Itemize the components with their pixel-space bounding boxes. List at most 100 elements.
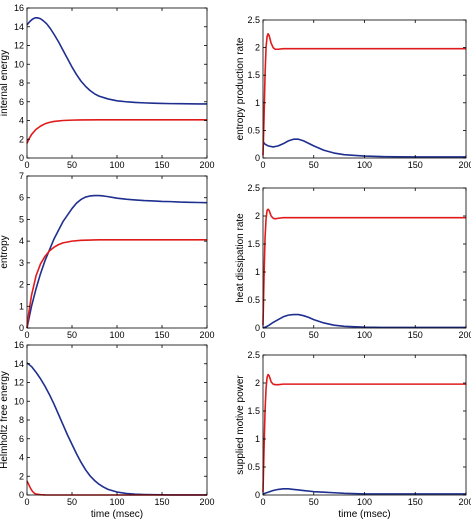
y-tick-label: 3 [19, 258, 24, 268]
x-tick-label: 150 [154, 497, 169, 507]
x-tick-label: 100 [109, 330, 124, 340]
y-tick-label: 16 [14, 3, 24, 13]
x-tick-label: 150 [154, 160, 169, 170]
x-tick-label: 50 [309, 160, 319, 170]
x-tick-label: 50 [67, 330, 77, 340]
y-tick-label: 1 [255, 434, 260, 444]
plot-frame [262, 19, 467, 159]
y-tick-label: 2 [19, 134, 24, 144]
chart-panel-2: 0 50 100 150 200 0 0.5 1 1.5 2 2.5 entropy producti… [235, 15, 471, 170]
x-tick-label: 150 [408, 160, 423, 170]
x-tick-label: 200 [458, 160, 471, 170]
x-axis-label: time (msec) [338, 509, 390, 520]
y-tick-label: 2.5 [247, 183, 260, 193]
y-tick-label: 2.5 [247, 15, 260, 25]
plot-frame [262, 354, 467, 496]
y-tick-label: 1 [255, 267, 260, 277]
y-tick-label: 5 [19, 214, 24, 224]
series-line-red [26, 119, 207, 144]
y-axis-label: Helmholtz free energy [0, 371, 10, 469]
x-tick-label: 0 [260, 330, 265, 340]
chart-panel-1: 0 50 100 150 200 0 2 4 6 8 10 12 14 16 internal energy [0, 3, 215, 170]
series-line-blue [26, 194, 208, 329]
series-line-red [262, 373, 466, 493]
chart-panel-4: 0 50 100 150 200 0 0.5 1 1.5 2 2.5 heat dissipation… [235, 183, 471, 340]
y-tick-label: 12 [14, 378, 24, 388]
x-tick-label: 50 [309, 330, 319, 340]
x-tick-label: 100 [357, 330, 372, 340]
y-tick-label: 1.5 [247, 70, 260, 80]
y-tick-label: 0 [19, 153, 24, 163]
y-axis-label: entropy [0, 235, 10, 268]
series-line-blue [262, 138, 466, 158]
plot-frame [26, 344, 208, 496]
y-tick-label: 0.5 [247, 295, 260, 305]
y-tick-label: 1 [19, 301, 24, 311]
y-tick-label: 14 [14, 359, 24, 369]
y-tick-label: 4 [19, 236, 24, 246]
y-tick-label: 2 [19, 471, 24, 481]
chart-panel-6: 0 50 100 150 200 0 0.5 1 1.5 2 2.5 supplied motive … [235, 350, 471, 520]
chart-panel-5: 0 50 100 150 200 0 2 4 6 8 10 12 14 16 Helmholtz free … [0, 340, 215, 520]
y-tick-label: 0 [19, 323, 24, 333]
y-tick-label: 10 [14, 59, 24, 69]
x-axis-label: time (msec) [91, 509, 143, 520]
x-tick-label: 50 [67, 497, 77, 507]
x-tick-label: 0 [260, 160, 265, 170]
y-tick-label: 0 [255, 323, 260, 333]
y-tick-label: 6 [19, 97, 24, 107]
series-line-blue [26, 362, 207, 496]
y-tick-label: 2 [255, 43, 260, 53]
y-tick-label: 16 [14, 340, 24, 350]
y-tick-label: 6 [19, 434, 24, 444]
x-tick-label: 0 [24, 330, 29, 340]
y-tick-label: 6 [19, 193, 24, 203]
y-axis-label: heat dissipation rate [235, 213, 246, 303]
chart-panel-3: 0 50 100 150 200 0 1 2 3 4 5 6 7 entropy [0, 171, 215, 340]
x-tick-label: 100 [109, 160, 124, 170]
y-axis-label: entropy production rate [235, 37, 246, 140]
x-tick-label: 150 [408, 330, 423, 340]
x-tick-label: 100 [109, 497, 124, 507]
y-tick-label: 8 [19, 78, 24, 88]
y-tick-label: 0.5 [247, 125, 260, 135]
x-tick-label: 0 [24, 497, 29, 507]
y-tick-label: 14 [14, 22, 24, 32]
x-tick-label: 200 [199, 497, 214, 507]
y-tick-label: 4 [19, 116, 24, 126]
plot-frame [262, 187, 467, 329]
y-tick-label: 2.5 [247, 350, 260, 360]
y-tick-label: 0 [255, 153, 260, 163]
series-line-blue [26, 17, 207, 105]
y-tick-label: 0 [255, 490, 260, 500]
series-line-red [26, 239, 207, 329]
x-tick-label: 100 [357, 160, 372, 170]
x-tick-label: 50 [309, 497, 319, 507]
y-tick-label: 4 [19, 453, 24, 463]
y-axis-label: supplied motive power [235, 375, 246, 475]
x-tick-label: 150 [408, 497, 423, 507]
x-tick-label: 0 [24, 160, 29, 170]
y-axis-label: internal energy [0, 50, 10, 116]
x-tick-label: 200 [199, 160, 214, 170]
x-tick-label: 200 [199, 330, 214, 340]
x-tick-label: 150 [154, 330, 169, 340]
x-tick-label: 200 [458, 330, 471, 340]
plot-frame [26, 7, 208, 159]
y-tick-label: 1.5 [247, 406, 260, 416]
y-tick-label: 8 [19, 415, 24, 425]
y-tick-label: 12 [14, 41, 24, 51]
series-line-blue [262, 488, 466, 495]
y-tick-label: 2 [255, 211, 260, 221]
y-tick-label: 10 [14, 396, 24, 406]
series-line-red [262, 208, 466, 326]
y-tick-label: 1.5 [247, 239, 260, 249]
y-tick-label: 2 [19, 280, 24, 290]
x-tick-label: 0 [260, 497, 265, 507]
y-tick-label: 2 [255, 378, 260, 388]
x-tick-label: 100 [357, 497, 372, 507]
y-tick-label: 0 [19, 490, 24, 500]
y-tick-label: 0.5 [247, 462, 260, 472]
y-tick-label: 1 [255, 98, 260, 108]
